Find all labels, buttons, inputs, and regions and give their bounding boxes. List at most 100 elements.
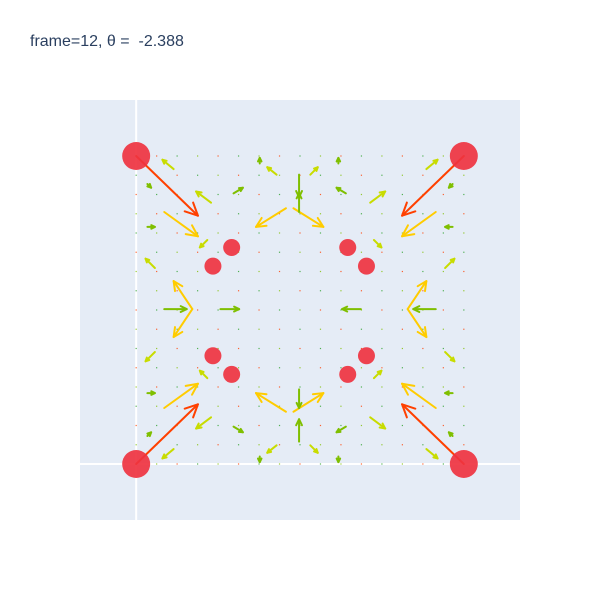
vector-dot [176, 213, 178, 215]
arrow-head [432, 158, 439, 165]
arrow-head [335, 427, 342, 434]
vector-dot [463, 405, 465, 407]
vector-dot [278, 213, 281, 215]
vector-dot [442, 155, 444, 157]
inner-marker [223, 238, 241, 256]
vector-dot [135, 251, 137, 253]
arrow-head [401, 403, 417, 419]
arrow-head [150, 390, 156, 396]
arrow-head [144, 257, 151, 264]
vector-dot [319, 347, 322, 350]
arrow-head [444, 390, 450, 396]
vector-dot [237, 347, 240, 350]
vector-dot [237, 290, 240, 292]
vector-dot [278, 232, 281, 234]
arrow-shaft [406, 308, 428, 339]
vector-dot [422, 367, 424, 369]
arrow-head [179, 305, 188, 313]
vector-dot [197, 290, 199, 292]
arrow-shaft [195, 416, 213, 430]
vector-dot [442, 251, 444, 253]
vector-arrow [295, 388, 303, 409]
vector-dot [360, 309, 363, 311]
arrow-shaft [172, 280, 194, 311]
vector-dot [135, 367, 137, 369]
vector-arrow [144, 257, 156, 269]
vector-dot [442, 405, 444, 407]
arrow-head [257, 156, 263, 163]
vector-dot [381, 213, 383, 215]
arrow-shaft [369, 190, 387, 204]
vector-arrow [401, 403, 465, 465]
vector-dot [360, 290, 363, 292]
arrow-head [313, 448, 319, 454]
vector-dot [381, 232, 383, 234]
vector-dot [401, 347, 403, 350]
vector-dot [381, 405, 383, 407]
arrow-head [412, 305, 421, 313]
vector-arrow [232, 186, 244, 195]
vector-dot [156, 193, 158, 196]
arrow-head [376, 242, 383, 249]
vector-arrow [401, 382, 437, 409]
vector-dot [197, 463, 199, 465]
vector-dot [360, 424, 363, 427]
vector-dot [135, 174, 137, 176]
vector-dot [422, 347, 424, 350]
vector-arrow [161, 158, 175, 171]
vector-arrow [232, 425, 244, 434]
vector-dot [258, 174, 260, 176]
inner-marker [339, 238, 357, 256]
vector-arrow [447, 182, 454, 189]
vector-dot [442, 424, 444, 427]
vector-dot [442, 232, 444, 234]
vector-dot [217, 309, 219, 311]
corner-marker [122, 450, 151, 478]
arrow-head [150, 224, 156, 230]
vector-dot [217, 367, 219, 369]
vector-dot [401, 309, 403, 311]
vector-dot [299, 444, 301, 446]
vector-dot [156, 386, 158, 388]
arrow-head [255, 216, 268, 228]
vector-dot [360, 251, 363, 253]
vector-dot [278, 367, 281, 369]
vector-dot [197, 328, 199, 330]
vector-dot [340, 213, 342, 215]
vector-dot [360, 213, 363, 215]
vector-dot [360, 232, 363, 234]
arrow-shaft [425, 158, 439, 171]
arrow-head [401, 201, 417, 217]
vector-dot [299, 213, 301, 215]
vector-dot [278, 444, 281, 446]
vector-dot [422, 270, 424, 273]
vector-dot [217, 251, 219, 253]
vector-arrow [369, 416, 387, 430]
vector-dot [422, 213, 424, 215]
vector-dot [176, 405, 178, 407]
arrow-shaft [401, 155, 465, 217]
vector-arrow [257, 156, 263, 165]
vector-dot [401, 424, 403, 427]
vector-dot [319, 232, 322, 234]
arrow-shaft [195, 190, 213, 204]
chart-title: frame=12, θ = -2.388 [30, 33, 184, 50]
vector-dot [340, 174, 342, 176]
vector-dot [463, 232, 465, 234]
vector-arrow [135, 403, 199, 465]
vector-arrow [198, 239, 209, 249]
vector-dot [237, 155, 240, 157]
vector-arrow [372, 369, 383, 380]
vector-arrow [172, 308, 194, 339]
corner-marker [449, 450, 478, 478]
vector-dot [135, 424, 137, 427]
vector-arrows [135, 155, 465, 465]
vector-arrow [335, 156, 342, 165]
vector-dot [197, 174, 199, 176]
vector-arrow [172, 280, 194, 311]
vector-dot [401, 463, 403, 465]
vector-dot [299, 309, 301, 311]
vector-dot [319, 270, 322, 273]
vector-arrow [257, 455, 263, 464]
vector-arrow [195, 416, 213, 430]
